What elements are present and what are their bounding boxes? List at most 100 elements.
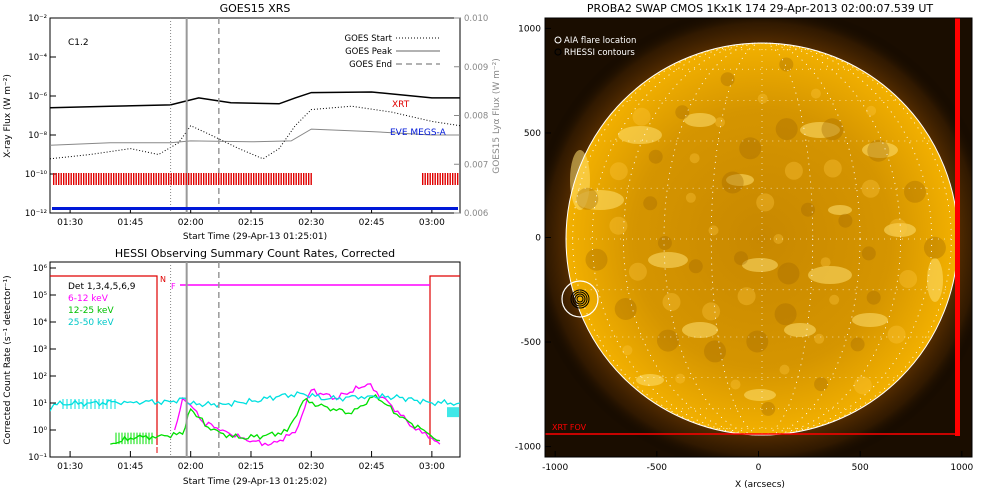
swap-panel: PROBA2 SWAP CMOS 1Kx1K 174 29-Apr-2013 0… [515,2,974,490]
hessi-xlabel: Start Time (29-Apr-13 01:25:02) [183,477,327,487]
legend-aia-icon [554,36,562,44]
xrt-bar [155,173,157,185]
xrt-bar [168,173,170,185]
active-region [927,258,943,302]
active-region [618,126,662,144]
goes-x-tick-label: 02:15 [238,218,264,228]
hessi-marker-f: F [171,282,176,291]
surface-cell [720,72,735,87]
xrt-bar [178,173,180,185]
swap-xlabel: X (arcsecs) [735,480,785,490]
hessi-x-tick-label: 02:30 [298,462,324,472]
legend-aia-label: AIA flare location [564,36,636,46]
xrt-bar [133,173,135,185]
xrt-bar [273,173,275,185]
surface-cell [734,251,748,266]
goes-y-tick-label: 10⁻⁶ [28,92,47,102]
xrt-bar [240,173,242,185]
xrt-bar [439,173,441,185]
xrt-bar [233,173,235,185]
xrt-bar [457,173,459,185]
xrt-bar [250,173,252,185]
xrt-bar [449,173,451,185]
xrt-bar [434,173,436,185]
xrt-bar [143,173,145,185]
xrt-bar [260,173,262,185]
xrt-bar [75,173,77,185]
xrt-bar [295,173,297,185]
xrt-bar [93,173,95,185]
goes-series [50,91,460,160]
goes-y-tick-label: 10⁻⁸ [28,131,47,141]
xrt-bar [68,173,70,185]
goes-y2-tick-label: 0.007 [464,160,488,170]
surface-cell [689,153,700,164]
rhessi-contour-1 [570,289,590,309]
xrt-bar [218,173,220,185]
legend-goes-peak: GOES Peak [345,47,392,57]
surface-cell [708,225,719,236]
surface-cell [715,117,725,128]
xrt-bar [85,173,87,185]
swap-x-tick-label: 1000 [950,463,973,473]
surface-cell [739,137,762,160]
xrt-bar [145,173,147,185]
xrt-bar [454,173,456,185]
xrt-fov-edge [955,18,960,436]
xrt-bar [108,173,110,185]
xrt-bar [258,173,260,185]
xrt-bar [452,173,454,185]
xrt-bar [103,173,105,185]
surface-cell [757,93,768,104]
xrt-bar [220,173,222,185]
surface-cell [904,180,926,203]
active-region [744,389,776,401]
surface-cell [774,303,797,326]
surface-cell [777,262,800,285]
surface-cell [779,57,794,72]
xrt-bar [305,173,307,185]
xrt-bar [422,173,424,185]
surface-cell [773,234,784,244]
xrt-bar [285,173,287,185]
hessi-y-tick-label: 10² [33,372,47,382]
goes-x-tick-label: 02:45 [359,218,385,228]
xrt-bar [203,173,205,185]
hessi-x-tick-label: 02:45 [359,462,385,472]
rhessi-contour-2 [572,291,588,307]
goes-x-tick-label: 02:00 [178,218,204,228]
surface-cell [899,270,918,288]
xrt-bar [198,173,200,185]
goes-y2-tick-label: 0.006 [464,209,488,219]
xrt-bar [78,173,80,185]
aia-flare-circle [561,280,599,318]
swap-x-tick-label: -500 [647,463,668,473]
xrt-bar [200,173,202,185]
surface-cell [685,192,696,203]
swap-y-tick-label: -500 [521,338,542,348]
goes-x-tick-label: 01:30 [57,218,83,228]
xrt-bar [223,173,225,185]
goes-y2-tick-label: 0.010 [464,14,488,24]
surface-cell [657,329,679,352]
hessi-x-tick-label: 02:15 [238,462,264,472]
eve-tag: EVE MEGS-A [390,128,447,138]
surface-cell [829,294,840,305]
goes-xlabel: Start Time (29-Apr-13 01:25:01) [183,232,327,242]
legend-goes-end: GOES End [349,60,392,70]
hessi-y-ticks: 10⁶ 10⁵ 10⁴ 10³ 10² 10¹ 10⁰ 10⁻¹ [28,264,56,463]
active-region [808,266,852,284]
surface-cell [775,118,798,141]
xrt-bar [429,173,431,185]
surface-cell [820,257,831,268]
xrt-bar [100,173,102,185]
xrt-bar [148,173,150,185]
xrt-bar [248,173,250,185]
xrt-bar [424,173,426,185]
surface-cell [657,236,672,250]
xrt-tag: XRT [392,100,410,110]
xrt-bar [225,173,227,185]
longitude-line [591,42,933,436]
swap-x-tick-label: -1000 [542,463,568,473]
surface-cell [643,196,658,211]
